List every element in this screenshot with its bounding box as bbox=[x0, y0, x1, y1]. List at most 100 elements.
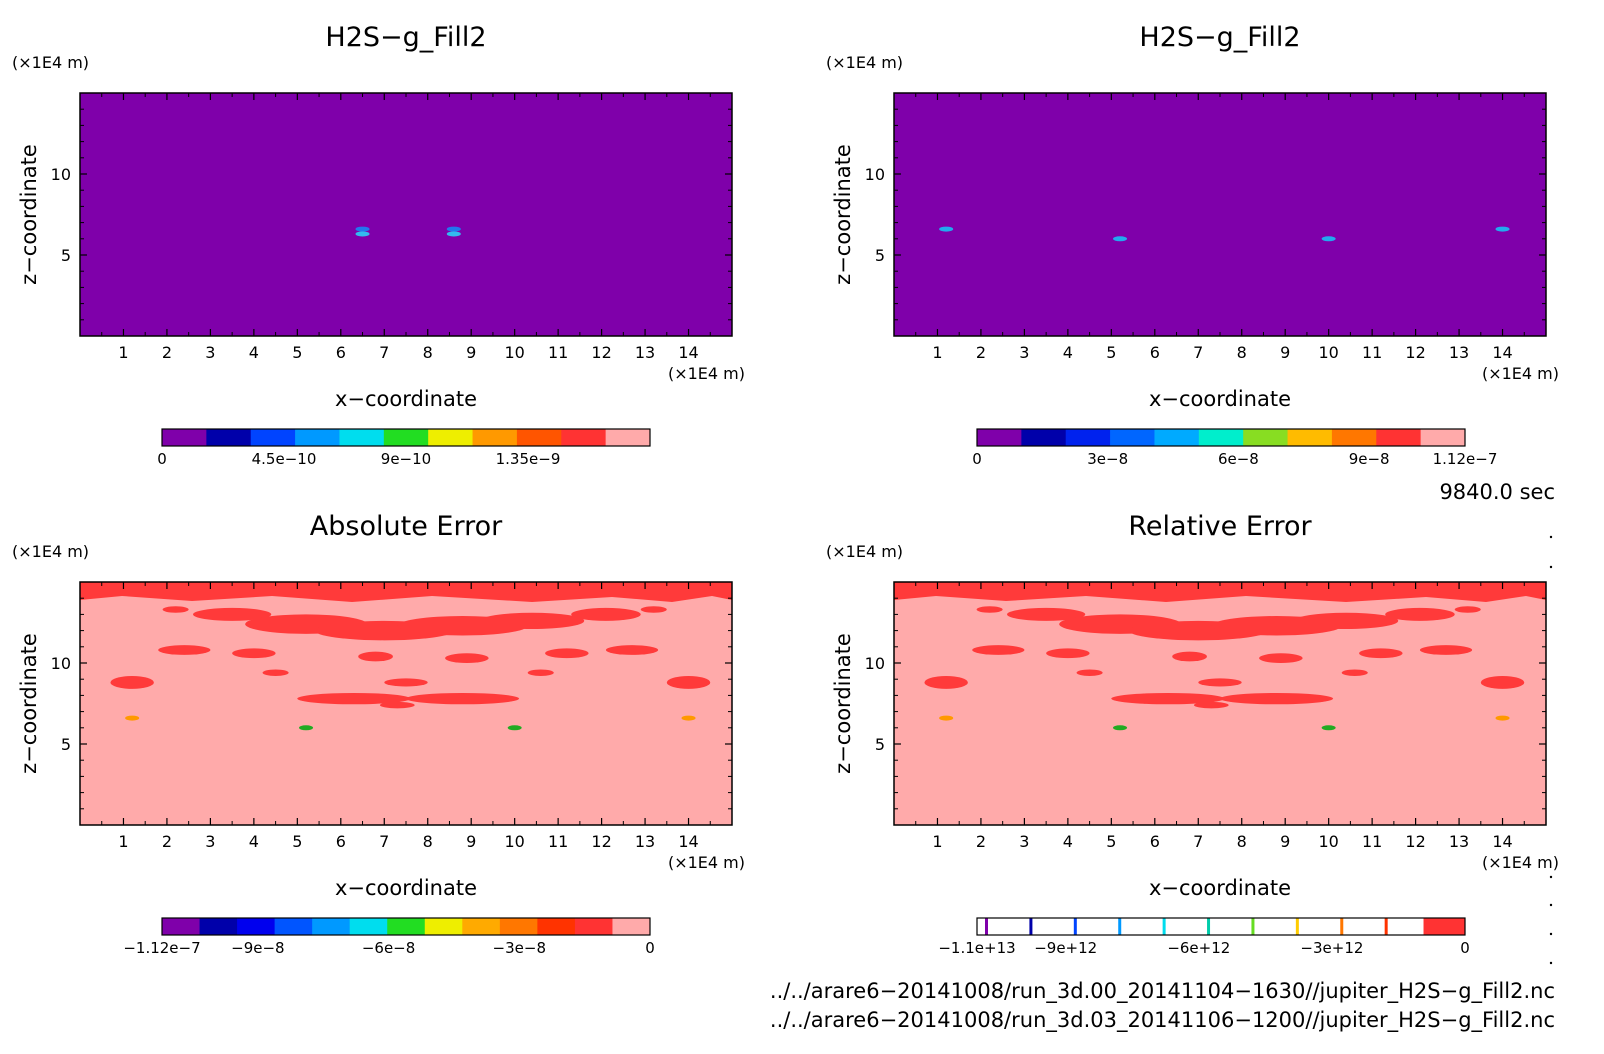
dot-mark bbox=[1549, 565, 1553, 569]
data-feature bbox=[939, 226, 954, 232]
error-region bbox=[527, 669, 554, 676]
colorbar-tick-label: 4.5e−10 bbox=[252, 450, 317, 468]
colorbar-tick-label: 0 bbox=[1460, 939, 1470, 957]
x-tick-label: 3 bbox=[205, 832, 215, 851]
colorbar-segment bbox=[1198, 429, 1244, 446]
x-tick-label: 9 bbox=[1280, 343, 1290, 362]
x-unit-label: (×1E4 m) bbox=[1482, 853, 1559, 872]
dot-mark bbox=[1549, 961, 1553, 965]
chart-panel-4: Relative Error(×1E4 m)(×1E4 m)1 2 3 4 5 6 7 8 9 1… bbox=[826, 511, 1559, 957]
colorbar-segment bbox=[1287, 429, 1333, 446]
colorbar-line bbox=[1073, 918, 1077, 935]
x-axis-label: x−coordinate bbox=[335, 876, 477, 900]
y-axis-label: z−coordinate bbox=[831, 633, 855, 774]
x-tick-label: 11 bbox=[548, 832, 568, 851]
colorbar-tick-label: −1.1e+13 bbox=[938, 939, 1015, 957]
time-label: 9840.0 sec bbox=[1439, 480, 1555, 504]
x-tick-label: 12 bbox=[591, 832, 611, 851]
x-tick-label: 5 bbox=[292, 343, 302, 362]
y-tick-label: 5 bbox=[61, 735, 71, 754]
data-feature bbox=[355, 231, 370, 237]
error-region bbox=[158, 645, 211, 655]
colorbar-background bbox=[977, 918, 1465, 935]
error-region bbox=[1172, 651, 1207, 662]
data-feature bbox=[1321, 236, 1336, 242]
colorbar-segment bbox=[1154, 429, 1200, 446]
colorbar-line bbox=[1162, 918, 1166, 935]
x-tick-label: 8 bbox=[1237, 832, 1247, 851]
colorbar-segment bbox=[1065, 429, 1111, 446]
y-tick-label: 10 bbox=[865, 165, 885, 184]
colorbar-tick-label: 0 bbox=[972, 450, 982, 468]
y-tick-label: 5 bbox=[61, 246, 71, 265]
x-tick-label: 3 bbox=[1019, 832, 1029, 851]
data-feature bbox=[299, 725, 314, 731]
colorbar-segment bbox=[537, 918, 576, 935]
x-tick-label: 4 bbox=[249, 343, 259, 362]
error-region bbox=[297, 692, 411, 705]
dot-mark bbox=[1549, 875, 1553, 879]
x-tick-label: 14 bbox=[1492, 832, 1512, 851]
colorbar-tick-label: −6e−8 bbox=[362, 939, 415, 957]
colorbar-segment bbox=[516, 429, 562, 446]
colorbar-segment bbox=[424, 918, 463, 935]
y-unit-label: (×1E4 m) bbox=[826, 53, 903, 72]
colorbar-segment bbox=[162, 429, 207, 446]
error-band-top bbox=[894, 582, 1546, 602]
colorbar-tick-label: 1.12e−7 bbox=[1433, 450, 1498, 468]
colorbar-tick-label: −9e+12 bbox=[1034, 939, 1097, 957]
x-tick-label: 9 bbox=[466, 832, 476, 851]
error-region bbox=[1046, 648, 1090, 659]
x-tick-label: 14 bbox=[678, 832, 698, 851]
y-unit-label: (×1E4 m) bbox=[12, 53, 89, 72]
x-tick-label: 8 bbox=[1237, 343, 1247, 362]
x-tick-label: 13 bbox=[635, 343, 655, 362]
colorbar-frame bbox=[976, 917, 1466, 936]
error-region bbox=[666, 675, 711, 689]
colorbar-tick-label: 0 bbox=[157, 450, 167, 468]
colorbar-segment bbox=[1420, 429, 1466, 446]
colorbar-segment bbox=[1243, 429, 1289, 446]
error-region bbox=[545, 648, 589, 659]
colorbar-line bbox=[1295, 918, 1299, 935]
y-tick-label: 10 bbox=[51, 654, 71, 673]
colorbar-segment bbox=[339, 429, 385, 446]
x-tick-label: 11 bbox=[1362, 832, 1382, 851]
error-region bbox=[110, 675, 154, 689]
y-tick-label: 5 bbox=[875, 246, 885, 265]
x-tick-label: 6 bbox=[1150, 832, 1160, 851]
data-feature bbox=[507, 725, 522, 731]
x-axis-label: x−coordinate bbox=[1149, 387, 1291, 411]
colorbar-frame bbox=[976, 428, 1466, 447]
colorbar-tick-label: −3e−8 bbox=[493, 939, 546, 957]
colorbar-segment bbox=[383, 429, 429, 446]
colorbar-segment bbox=[472, 429, 518, 446]
colorbar-segment bbox=[199, 918, 238, 935]
x-tick-label: 7 bbox=[1193, 343, 1203, 362]
error-region bbox=[379, 701, 415, 709]
colorbar-line bbox=[1207, 918, 1211, 935]
error-region bbox=[1220, 692, 1334, 705]
data-feature bbox=[1113, 236, 1128, 242]
x-tick-label: 9 bbox=[466, 343, 476, 362]
x-axis-label: x−coordinate bbox=[335, 387, 477, 411]
plot-area bbox=[80, 93, 732, 336]
error-region bbox=[232, 648, 276, 659]
decorative-dots bbox=[1549, 535, 1553, 965]
x-tick-label: 2 bbox=[976, 832, 986, 851]
colorbar-tick-label: 9e−8 bbox=[1349, 450, 1390, 468]
error-region bbox=[406, 692, 520, 705]
colorbar-segment bbox=[295, 429, 340, 446]
x-unit-label: (×1E4 m) bbox=[668, 853, 745, 872]
x-tick-label: 13 bbox=[635, 832, 655, 851]
colorbar-tick-label: 3e−8 bbox=[1087, 450, 1128, 468]
colorbar-tick-label: 0 bbox=[645, 939, 655, 957]
colorbar-tick-label: −1.12e−7 bbox=[123, 939, 200, 957]
dot-mark bbox=[1549, 535, 1553, 539]
colorbar-segment bbox=[1331, 429, 1377, 446]
x-tick-label: 5 bbox=[1106, 832, 1116, 851]
error-region bbox=[1454, 606, 1481, 613]
x-tick-label: 10 bbox=[504, 832, 524, 851]
x-tick-label: 3 bbox=[1019, 343, 1029, 362]
data-feature bbox=[1113, 725, 1128, 731]
